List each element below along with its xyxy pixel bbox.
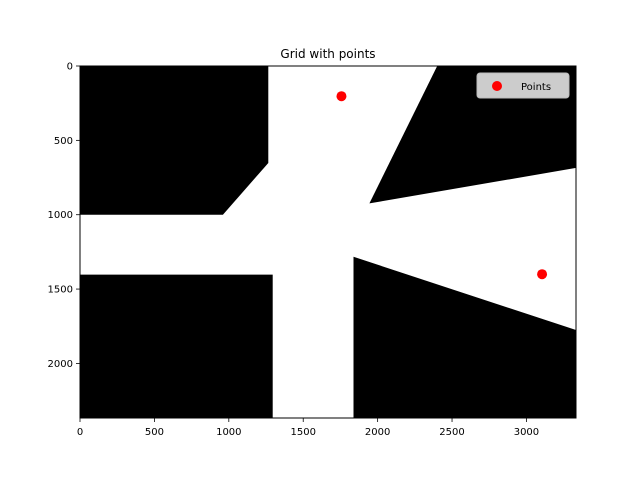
chart-title: Grid with points	[280, 47, 375, 61]
y-tick-label: 1000	[48, 210, 73, 221]
legend-label: Points	[521, 82, 551, 93]
legend: Points	[476, 72, 570, 99]
scatter-points	[336, 91, 548, 280]
legend-box	[476, 72, 570, 99]
y-tick-label: 2000	[48, 359, 73, 370]
y-tick-label: 0	[67, 62, 73, 73]
obstacle-region-2	[369, 66, 576, 204]
scatter-point	[537, 269, 548, 280]
axes: 0 500 1000 1500 2000 2500 3000 0 500 1000 1500 200…	[48, 62, 577, 438]
x-tick-label: 0	[77, 427, 83, 438]
obstacle-region-1	[80, 66, 269, 215]
scatter-point	[336, 91, 347, 102]
x-tick-label: 500	[145, 427, 164, 438]
obstacle-region-4	[353, 256, 576, 418]
x-tick-label: 3000	[514, 427, 539, 438]
y-axis-ticks: 0 500 1000 1500 2000	[48, 62, 80, 370]
obstacle-region-3	[80, 274, 273, 418]
axes-frame	[79, 65, 577, 419]
x-axis-ticks: 0 500 1000 1500 2000 2500 3000	[77, 418, 539, 438]
x-tick-label: 1000	[216, 427, 241, 438]
x-tick-label: 2000	[365, 427, 390, 438]
x-tick-label: 1500	[290, 427, 315, 438]
y-tick-label: 1500	[48, 285, 73, 296]
occupancy-grid-image	[80, 66, 576, 418]
y-tick-label: 500	[54, 136, 73, 147]
x-tick-label: 2500	[439, 427, 464, 438]
legend-marker	[492, 81, 502, 91]
